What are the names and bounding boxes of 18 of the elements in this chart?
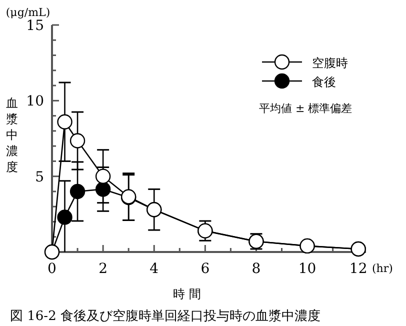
- x-tick-label: 12: [349, 261, 368, 277]
- x-tick-label: 6: [200, 261, 210, 277]
- y-tick-label: 15: [26, 18, 44, 34]
- x-tick-label: 4: [150, 261, 159, 277]
- text: (μg/mL): [6, 6, 50, 19]
- y-tick-label: 5: [35, 169, 44, 186]
- x-axis-title: 時間: [173, 287, 205, 301]
- x-tick-label: 0: [48, 261, 56, 277]
- y-tick-label: 10: [26, 94, 44, 110]
- y-axis-title: 血漿中濃度: [6, 96, 18, 174]
- legend-label: 空腹時: [312, 56, 348, 70]
- legend-label: 食後: [312, 75, 336, 89]
- annotation: 平均値 ± 標準偏差: [259, 102, 352, 115]
- x-tick-label: 2: [98, 261, 108, 277]
- text: (hr): [372, 262, 393, 275]
- x-tick-label: 10: [298, 261, 316, 277]
- x-tick-label: 8: [252, 261, 261, 277]
- text: 図 16-2 食後及び空腹時単回経口投与時の血漿中濃度: [10, 308, 320, 324]
